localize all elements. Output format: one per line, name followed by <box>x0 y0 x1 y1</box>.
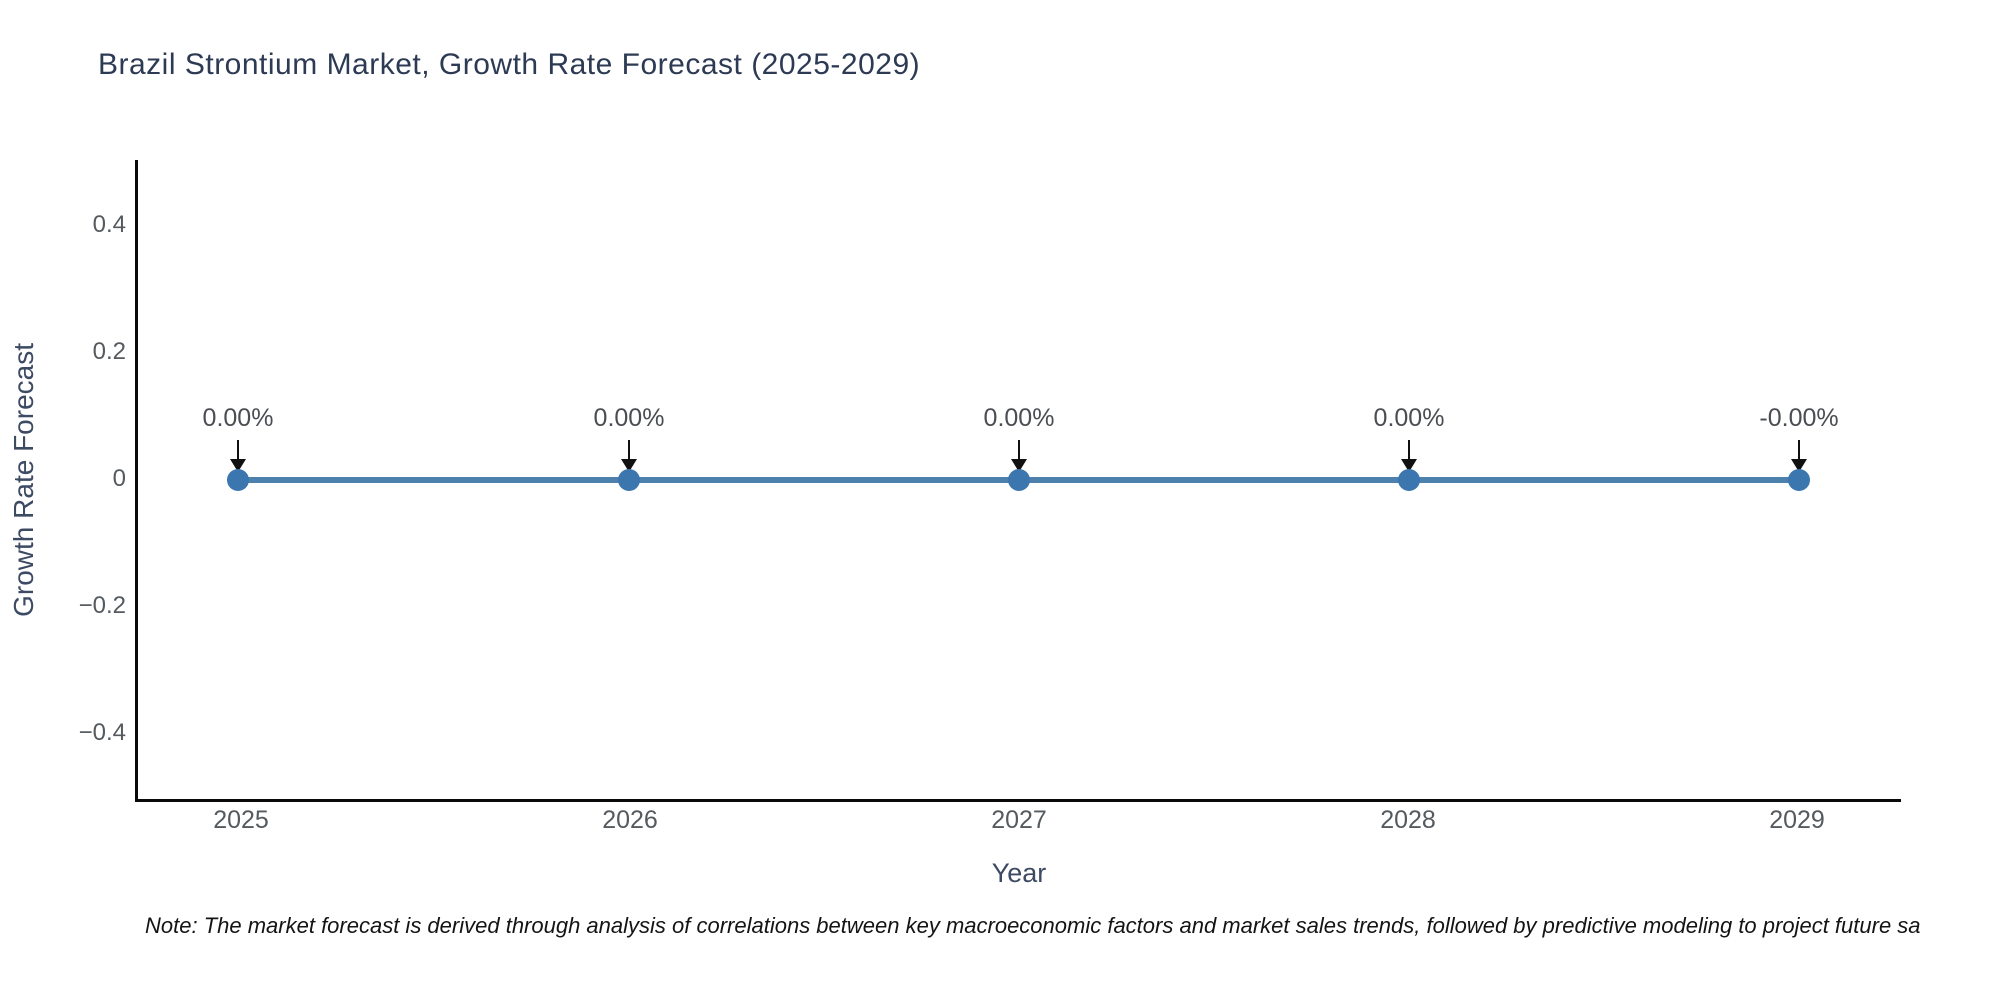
annotation-arrow-stem <box>1018 440 1020 461</box>
y-axis-line <box>135 160 138 802</box>
y-tick-label: −0.2 <box>78 592 126 619</box>
annotation-arrow-stem <box>628 440 630 461</box>
annotation-arrow-head-icon <box>1791 459 1807 472</box>
data-point-marker <box>1008 469 1030 491</box>
data-point-annotation: 0.00% <box>983 404 1055 432</box>
data-point-annotation: -0.00% <box>1759 404 1839 432</box>
annotation-arrow-head-icon <box>621 459 637 472</box>
chart-title: Brazil Strontium Market, Growth Rate For… <box>98 48 921 81</box>
data-point-marker <box>1398 469 1420 491</box>
data-point-marker <box>1788 469 1810 491</box>
data-point-marker <box>227 469 249 491</box>
annotation-arrow-stem <box>1798 440 1800 461</box>
annotation-arrow-stem <box>1408 440 1410 461</box>
footnote: Note: The market forecast is derived thr… <box>145 913 1921 938</box>
x-tick-label: 2026 <box>602 806 658 834</box>
data-point-annotation: 0.00% <box>202 404 274 432</box>
annotation-arrow-head-icon <box>1401 459 1417 472</box>
data-point-annotation: 0.00% <box>593 404 665 432</box>
y-tick-label: 0.2 <box>92 338 126 365</box>
data-point-marker <box>618 469 640 491</box>
y-tick-label: 0 <box>112 465 126 492</box>
annotation-arrow-stem <box>237 440 239 461</box>
y-tick-label: −0.4 <box>78 719 126 746</box>
data-point-annotation: 0.00% <box>1373 404 1445 432</box>
x-tick-label: 2025 <box>213 806 269 834</box>
x-tick-label: 2029 <box>1769 806 1825 834</box>
x-tick-label: 2028 <box>1380 806 1436 834</box>
annotation-arrow-head-icon <box>230 459 246 472</box>
annotation-arrow-head-icon <box>1011 459 1027 472</box>
x-tick-label: 2027 <box>991 806 1047 834</box>
x-axis-line <box>135 799 1901 802</box>
x-axis-label: Year <box>991 858 1047 888</box>
y-tick-label: 0.4 <box>92 211 126 238</box>
